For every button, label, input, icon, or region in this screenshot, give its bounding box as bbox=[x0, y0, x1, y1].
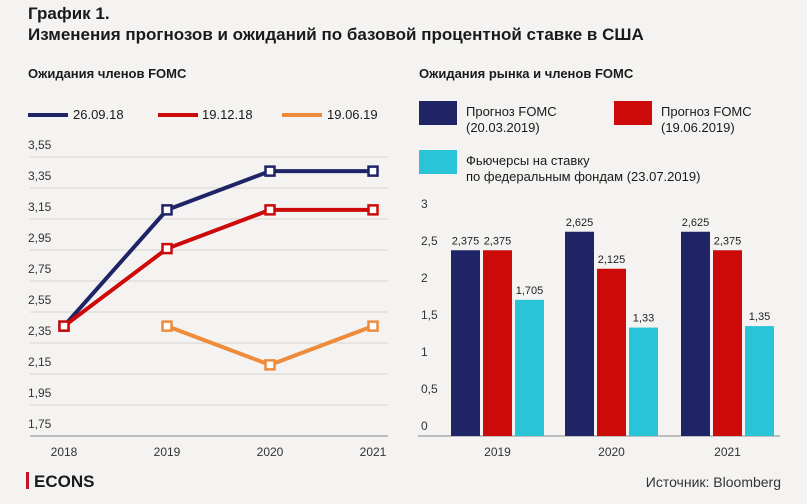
bar-3 bbox=[745, 326, 774, 436]
x-tick-label: 2020 bbox=[257, 445, 284, 459]
source-note: Источник: Bloomberg bbox=[645, 474, 781, 490]
legend-swatch-series-2 bbox=[158, 113, 198, 117]
series-point-1 bbox=[367, 165, 379, 177]
y-tick-label: 1,75 bbox=[28, 417, 52, 431]
econs-logo: ECONS bbox=[26, 472, 94, 492]
data-label: 2,625 bbox=[566, 217, 594, 229]
series-point-2 bbox=[264, 204, 276, 216]
bar-1 bbox=[451, 250, 480, 436]
y-tick-label: 3,35 bbox=[28, 169, 52, 183]
series-point-2 bbox=[58, 320, 70, 332]
bar-1 bbox=[565, 231, 594, 436]
y-tick-label: 1,95 bbox=[28, 386, 52, 400]
x-tick-label: 2018 bbox=[51, 445, 78, 459]
data-label: 2,625 bbox=[682, 217, 710, 229]
legend-label-fomc-june: Прогноз FOMC (19.06.2019) bbox=[661, 104, 752, 135]
chart-title-line1: График 1. bbox=[28, 4, 110, 23]
y-tick-label: 0 bbox=[421, 419, 428, 433]
legend-swatch-fomc-june bbox=[614, 101, 652, 125]
legend-label-series-3: 19.06.19 bbox=[327, 107, 378, 122]
y-tick-label: 1,5 bbox=[421, 308, 438, 322]
y-tick-label: 1 bbox=[421, 345, 428, 359]
y-tick-label: 2,5 bbox=[421, 234, 438, 248]
series-point-3 bbox=[264, 359, 276, 371]
series-line-2 bbox=[62, 207, 373, 328]
x-tick-label: 2020 bbox=[598, 445, 625, 459]
bar-2 bbox=[597, 268, 626, 436]
y-tick-label: 0,5 bbox=[421, 382, 438, 396]
data-label: 2,125 bbox=[598, 254, 626, 266]
y-tick-label: 2,35 bbox=[28, 324, 52, 338]
series-point-3 bbox=[367, 320, 379, 332]
bar-3 bbox=[629, 327, 658, 436]
legend-swatch-series-1 bbox=[28, 113, 68, 117]
series-point-1 bbox=[161, 204, 173, 216]
series-point-1 bbox=[264, 165, 276, 177]
data-label: 2,375 bbox=[452, 235, 480, 247]
y-tick-label: 2,75 bbox=[28, 262, 52, 276]
series-point-3 bbox=[161, 320, 173, 332]
y-tick-label: 2,55 bbox=[28, 293, 52, 307]
chart-title-line2: Изменения прогнозов и ожиданий по базово… bbox=[28, 25, 644, 44]
legend-label-fomc-march: Прогноз FOMC (20.03.2019) bbox=[466, 104, 557, 135]
data-label: 2,375 bbox=[484, 235, 512, 247]
bar-chart-subtitle: Ожидания рынка и членов FOMC bbox=[419, 66, 634, 81]
series-point-2 bbox=[367, 204, 379, 216]
bar-2 bbox=[483, 250, 512, 436]
data-label: 1,33 bbox=[633, 313, 654, 325]
data-label: 1,705 bbox=[516, 285, 544, 297]
legend-swatch-fomc-march bbox=[419, 101, 457, 125]
x-tick-label: 2019 bbox=[154, 445, 181, 459]
series-point-2 bbox=[161, 242, 173, 255]
y-tick-label: 3,15 bbox=[28, 200, 52, 214]
legend-label-series-2: 19.12.18 bbox=[202, 107, 253, 122]
x-tick-label: 2021 bbox=[360, 445, 387, 459]
data-label: 1,35 bbox=[749, 311, 770, 323]
y-tick-label: 2,15 bbox=[28, 355, 52, 369]
series-line-1 bbox=[62, 169, 373, 328]
x-tick-label: 2021 bbox=[714, 445, 741, 459]
y-tick-label: 2 bbox=[421, 271, 428, 285]
data-label: 2,375 bbox=[714, 235, 742, 247]
bar-1 bbox=[681, 231, 710, 436]
y-tick-label: 2,95 bbox=[28, 231, 52, 245]
x-tick-label: 2019 bbox=[484, 445, 511, 459]
legend-swatch-futures bbox=[419, 150, 457, 174]
y-tick-label: 3,55 bbox=[28, 138, 52, 152]
legend-swatch-series-3 bbox=[282, 113, 322, 117]
legend-label-futures: Фьючерсы на ставку по федеральным фондам … bbox=[466, 153, 701, 184]
legend-label-series-1: 26.09.18 bbox=[73, 107, 124, 122]
bar-2 bbox=[713, 250, 742, 436]
y-tick-label: 3 bbox=[421, 197, 428, 211]
bar-3 bbox=[515, 299, 544, 436]
line-chart-subtitle: Ожидания членов FOMC bbox=[28, 66, 187, 81]
